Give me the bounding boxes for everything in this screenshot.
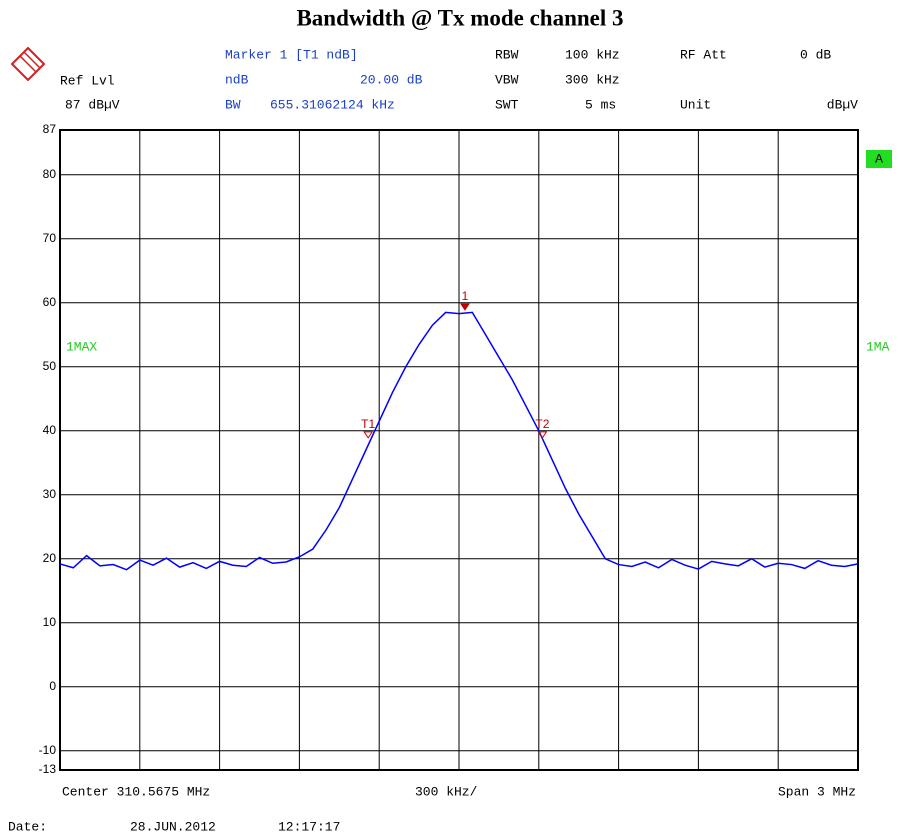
rbw-label: RBW — [495, 47, 519, 62]
marker — [363, 431, 374, 439]
y-tick-label: 70 — [43, 231, 57, 245]
trace-flag: A — [875, 151, 883, 166]
trace-label-right: 1MA — [866, 339, 890, 354]
y-tick-label: 0 — [49, 679, 56, 693]
y-tick-label: 30 — [43, 487, 57, 501]
y-tick-label: -13 — [39, 762, 57, 776]
y-tick-label: 10 — [43, 615, 57, 629]
y-tick-label: 50 — [43, 359, 57, 373]
division: 300 kHz/ — [415, 784, 478, 799]
marker-label: 1 — [462, 289, 469, 303]
vertical-grid — [139, 130, 779, 770]
date-label: Date: — [8, 819, 47, 834]
unit-label: Unit — [680, 97, 711, 112]
center-freq: Center 310.5675 MHz — [62, 784, 210, 799]
marker-label: T1 — [361, 417, 375, 431]
span: Span 3 MHz — [778, 784, 856, 799]
swt-label: SWT — [495, 97, 519, 112]
y-tick-label: 20 — [43, 551, 57, 565]
marker — [460, 303, 470, 311]
y-tick-label: 80 — [43, 167, 57, 181]
marker-label: T2 — [535, 417, 549, 431]
ndb: 20.00 dB — [360, 72, 423, 87]
bw: 655.31062124 kHz — [270, 97, 395, 112]
ref-level: 87 dBµV — [65, 97, 120, 112]
y-tick-label: 60 — [43, 295, 57, 309]
ref-label: Ref Lvl — [60, 73, 115, 88]
ndb-label: ndB — [225, 72, 249, 87]
rbw: 100 kHz — [565, 47, 620, 62]
y-tick-label: 87 — [43, 122, 57, 136]
trace-label: 1MAX — [66, 339, 97, 354]
swt: 5 ms — [585, 97, 616, 112]
logo — [10, 46, 46, 82]
bw-label: BW — [225, 97, 241, 112]
y-tick-label: 40 — [43, 423, 57, 437]
marker-info: Marker 1 [T1 ndB] — [225, 47, 358, 62]
trace-flag-box — [866, 150, 892, 168]
trace-line — [59, 311, 859, 571]
chart-title: Bandwidth @ Tx mode channel 3 — [296, 5, 623, 31]
date: 28.JUN.2012 — [130, 819, 216, 834]
time: 12:17:17 — [278, 819, 340, 834]
marker — [537, 431, 548, 439]
vbw-label: VBW — [495, 72, 519, 87]
vbw: 300 kHz — [565, 72, 620, 87]
att: 0 dB — [800, 47, 831, 62]
att-label: RF Att — [680, 47, 727, 62]
y-tick-label: -10 — [39, 743, 57, 757]
unit: dBµV — [827, 97, 858, 112]
